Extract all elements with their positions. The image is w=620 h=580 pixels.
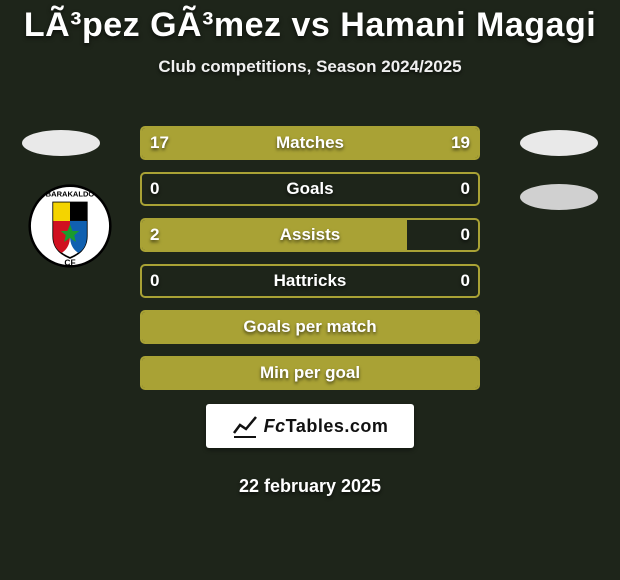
- stat-bar-outline: [140, 172, 480, 206]
- stat-row: Goals per match: [140, 310, 480, 344]
- stat-bar-fill-right: [298, 128, 478, 158]
- stat-bar-fill-left: [142, 128, 302, 158]
- stat-row: Min per goal: [140, 356, 480, 390]
- player-left-club-badge: BARAKALDO CF: [28, 184, 112, 268]
- player-right-avatar-placeholder: [520, 130, 598, 156]
- stat-row: 00Goals: [140, 172, 480, 206]
- infographic-date: 22 february 2025: [0, 476, 620, 497]
- stat-bar-outline: [140, 264, 480, 298]
- stat-row: 1719Matches: [140, 126, 480, 160]
- stat-row: 20Assists: [140, 218, 480, 252]
- page-subtitle: Club competitions, Season 2024/2025: [0, 57, 620, 77]
- svg-text:CF: CF: [64, 257, 75, 267]
- page-title: LÃ³pez GÃ³mez vs Hamani Magagi: [0, 6, 620, 45]
- stat-bars: 1719Matches 00Goals 20Assists 00Hattricks Go…: [140, 126, 480, 402]
- player-left-avatar-placeholder: [22, 130, 100, 156]
- stat-bar-fill-left: [142, 220, 407, 250]
- svg-text:BARAKALDO: BARAKALDO: [46, 190, 95, 199]
- chart-line-icon: [232, 413, 258, 439]
- fctables-logo-text: FcTables.com: [264, 416, 389, 437]
- player-right-club-placeholder: [520, 184, 598, 210]
- comparison-infographic: LÃ³pez GÃ³mez vs Hamani Magagi Club comp…: [0, 6, 620, 580]
- stat-row: 00Hattricks: [140, 264, 480, 298]
- stat-bar-fill: [142, 312, 478, 342]
- stat-bar-fill: [142, 358, 478, 388]
- fctables-logo: FcTables.com: [206, 404, 414, 448]
